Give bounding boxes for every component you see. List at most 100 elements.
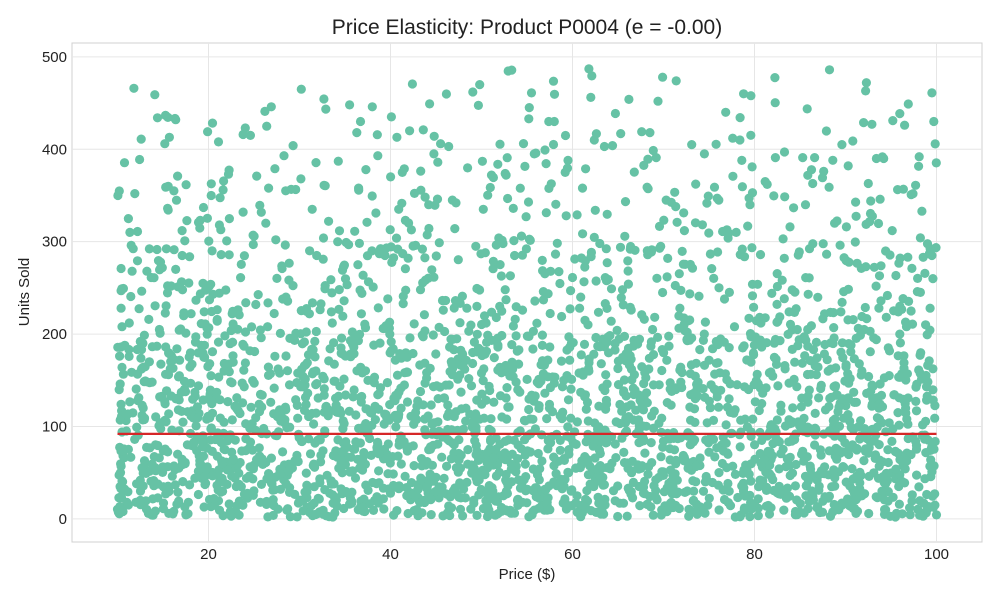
data-point [241,327,250,336]
data-point [862,78,871,87]
data-point [449,486,458,495]
data-point [737,156,746,165]
data-point [275,469,284,478]
data-point [173,172,182,181]
data-point [197,341,206,350]
data-point [764,470,773,479]
data-point [866,327,875,336]
data-point [842,360,851,369]
data-point [199,395,208,404]
data-point [340,296,349,305]
data-point [670,188,679,197]
data-point [873,423,882,432]
data-point [397,459,406,468]
data-point [308,298,317,307]
data-point [620,375,629,384]
data-point [746,91,755,100]
data-point [458,349,467,358]
data-point [549,461,558,470]
data-point [208,447,217,456]
data-point [142,443,151,452]
data-point [902,322,911,331]
data-point [156,263,165,272]
data-point [117,400,126,409]
data-point [245,472,254,481]
data-point [475,415,484,424]
data-point [753,280,762,289]
data-point [311,158,320,167]
data-point [629,342,638,351]
data-point [468,359,477,368]
data-point [819,239,828,248]
y-tick-label: 0 [59,511,67,528]
data-point [584,416,593,425]
data-point [445,342,454,351]
data-point [556,446,565,455]
data-point [514,475,523,484]
data-point [221,285,230,294]
data-point [431,349,440,358]
data-point [383,469,392,478]
data-point [540,145,549,154]
data-point [554,267,563,276]
data-point [116,379,125,388]
data-point [410,319,419,328]
data-point [882,313,891,322]
data-point [226,377,235,386]
data-point [405,333,414,342]
data-point [426,442,435,451]
data-point [203,214,212,223]
data-point [557,414,566,423]
data-point [748,291,757,300]
data-point [626,245,635,254]
data-point [262,122,271,131]
data-point [620,332,629,341]
data-point [511,331,520,340]
data-point [497,503,506,512]
data-point [701,318,710,327]
data-point [178,418,187,427]
data-point [366,408,375,417]
data-point [928,364,937,373]
data-point [920,431,929,440]
data-point [303,389,312,398]
data-point [482,458,491,467]
data-point [804,290,813,299]
data-point [502,470,511,479]
data-point [117,264,126,273]
data-point [523,375,532,384]
data-point [770,353,779,362]
data-point [646,502,655,511]
data-point [671,456,680,465]
data-point [602,276,611,285]
data-point [320,284,329,293]
data-point [584,366,593,375]
data-point [853,259,862,268]
data-point [627,305,636,314]
data-point [228,338,237,347]
data-point [245,443,254,452]
data-point [342,238,351,247]
data-point [301,306,310,315]
data-point [185,362,194,371]
data-point [649,380,658,389]
data-point [577,350,586,359]
data-point [464,327,473,336]
data-point [930,414,939,423]
data-point [339,375,348,384]
data-point [194,490,203,499]
data-point [128,408,137,417]
data-point [182,180,191,189]
data-point [392,234,401,243]
data-point [878,472,887,481]
data-point [136,354,145,363]
data-point [180,236,189,245]
data-point [682,457,691,466]
data-point [229,323,238,332]
data-point [714,403,723,412]
data-point [252,455,261,464]
data-point [279,151,288,160]
data-point [780,147,789,156]
data-point [920,474,929,483]
data-point [477,400,486,409]
